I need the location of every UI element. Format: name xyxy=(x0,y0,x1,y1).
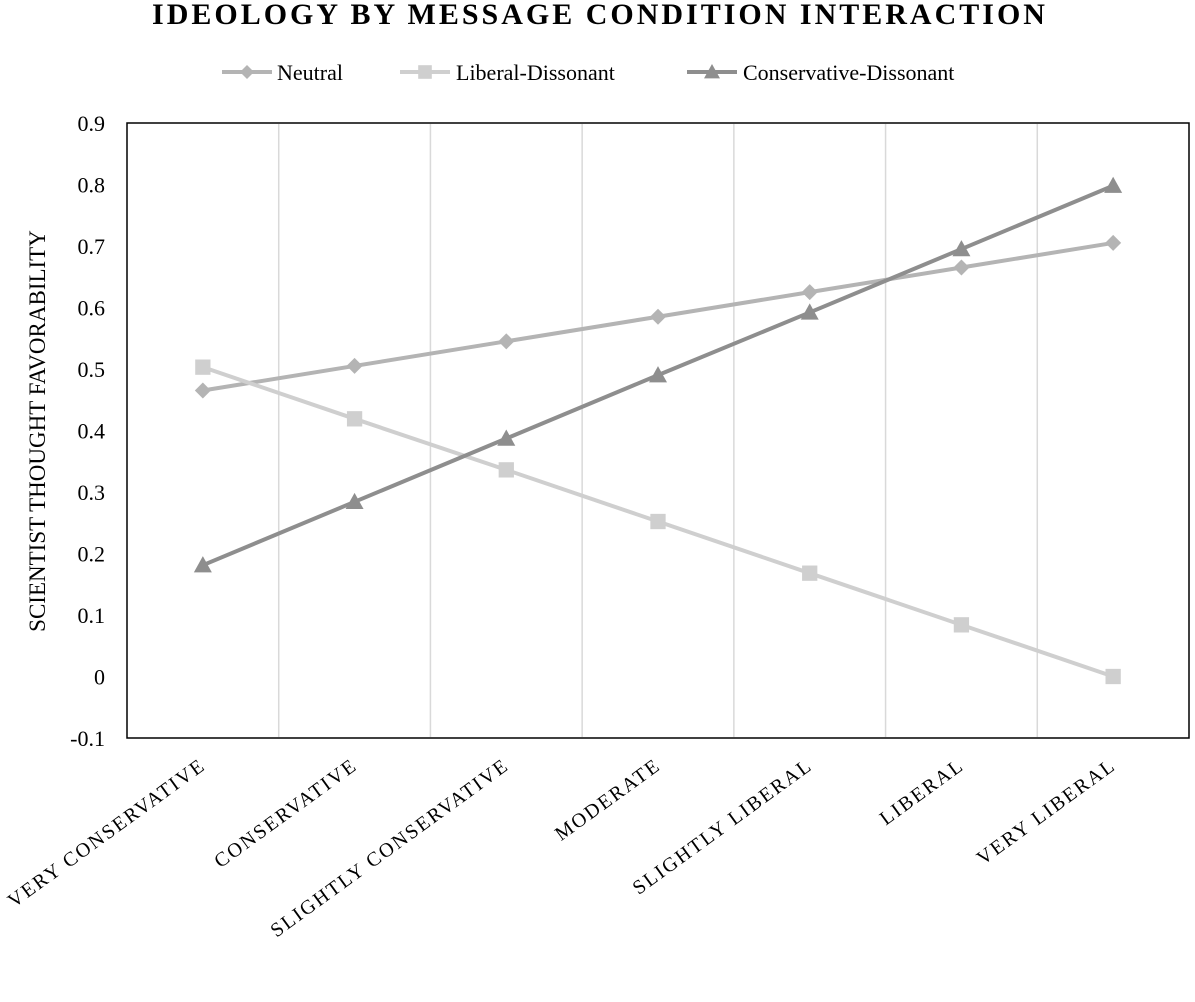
data-point xyxy=(195,359,211,375)
y-tick-label: -0.1 xyxy=(70,726,105,751)
legend-item: Conservative-Dissonant xyxy=(687,60,954,85)
legend-label: Conservative-Dissonant xyxy=(743,60,954,85)
legend-marker xyxy=(704,64,720,79)
data-point xyxy=(1105,234,1122,251)
x-tick-label: VERY CONSERVATIVE xyxy=(4,754,210,912)
data-point xyxy=(1105,668,1121,685)
y-tick-label: 0.8 xyxy=(78,173,106,198)
data-point xyxy=(497,429,516,446)
x-tick-label: VERY LIBERAL xyxy=(973,754,1120,869)
data-point xyxy=(801,284,818,301)
data-point xyxy=(346,357,363,374)
plot-frame xyxy=(126,122,1190,739)
legend: Neutral Liberal-Dissonant Conservative-Dis… xyxy=(222,60,954,85)
y-tick-label: 0.3 xyxy=(78,480,106,505)
y-tick-label: 0.2 xyxy=(78,542,106,567)
data-point xyxy=(345,492,364,510)
y-tick-label: 0.1 xyxy=(78,603,106,628)
legend-marker xyxy=(240,65,254,79)
series-conservative-dissonant xyxy=(193,176,1123,573)
data-point xyxy=(194,382,211,399)
series-neutral xyxy=(194,234,1122,399)
gridlines xyxy=(277,124,1039,737)
x-tick-label: LIBERAL xyxy=(876,754,969,830)
legend-item: Liberal-Dissonant xyxy=(400,60,615,85)
series-liberal-dissonant xyxy=(195,359,1121,685)
y-axis: 0.9 0.8 0.7 0.6 0.5 0.4 0.3 0.2 0.1 0 -0.1 xyxy=(70,111,105,751)
data-point xyxy=(953,617,970,633)
data-point xyxy=(953,259,970,276)
data-point xyxy=(800,303,819,320)
data-point xyxy=(193,556,212,573)
data-point xyxy=(498,462,514,478)
data-point xyxy=(649,366,667,383)
y-axis-label: SCIENTIST THOUGHT FAVORABILITY xyxy=(25,230,50,632)
y-tick-label: 0.4 xyxy=(78,419,106,444)
plot-area xyxy=(126,122,1190,739)
y-tick-label: 0.9 xyxy=(78,111,106,136)
legend-item: Neutral xyxy=(222,60,343,85)
legend-marker xyxy=(418,65,432,79)
x-tick-label: CONSERVATIVE xyxy=(210,754,361,872)
data-point xyxy=(1104,176,1123,193)
data-point xyxy=(650,513,666,530)
data-point xyxy=(650,308,666,325)
chart-title: IDEOLOGY BY MESSAGE CONDITION INTERACTIO… xyxy=(152,0,1048,31)
x-tick-label: SLIGHTLY CONSERVATIVE xyxy=(267,754,514,942)
y-tick-label: 0.6 xyxy=(78,296,106,321)
y-tick-label: 0.5 xyxy=(78,357,106,382)
y-tick-label: 0 xyxy=(94,665,105,690)
x-tick-label: MODERATE xyxy=(551,754,665,845)
y-tick-label: 0.7 xyxy=(78,234,106,259)
data-point xyxy=(802,565,818,581)
data-point xyxy=(346,411,363,427)
legend-label: Neutral xyxy=(277,60,343,85)
data-point xyxy=(952,240,971,257)
data-point xyxy=(498,333,515,350)
series-layer xyxy=(193,176,1123,685)
legend-label: Liberal-Dissonant xyxy=(456,60,615,85)
